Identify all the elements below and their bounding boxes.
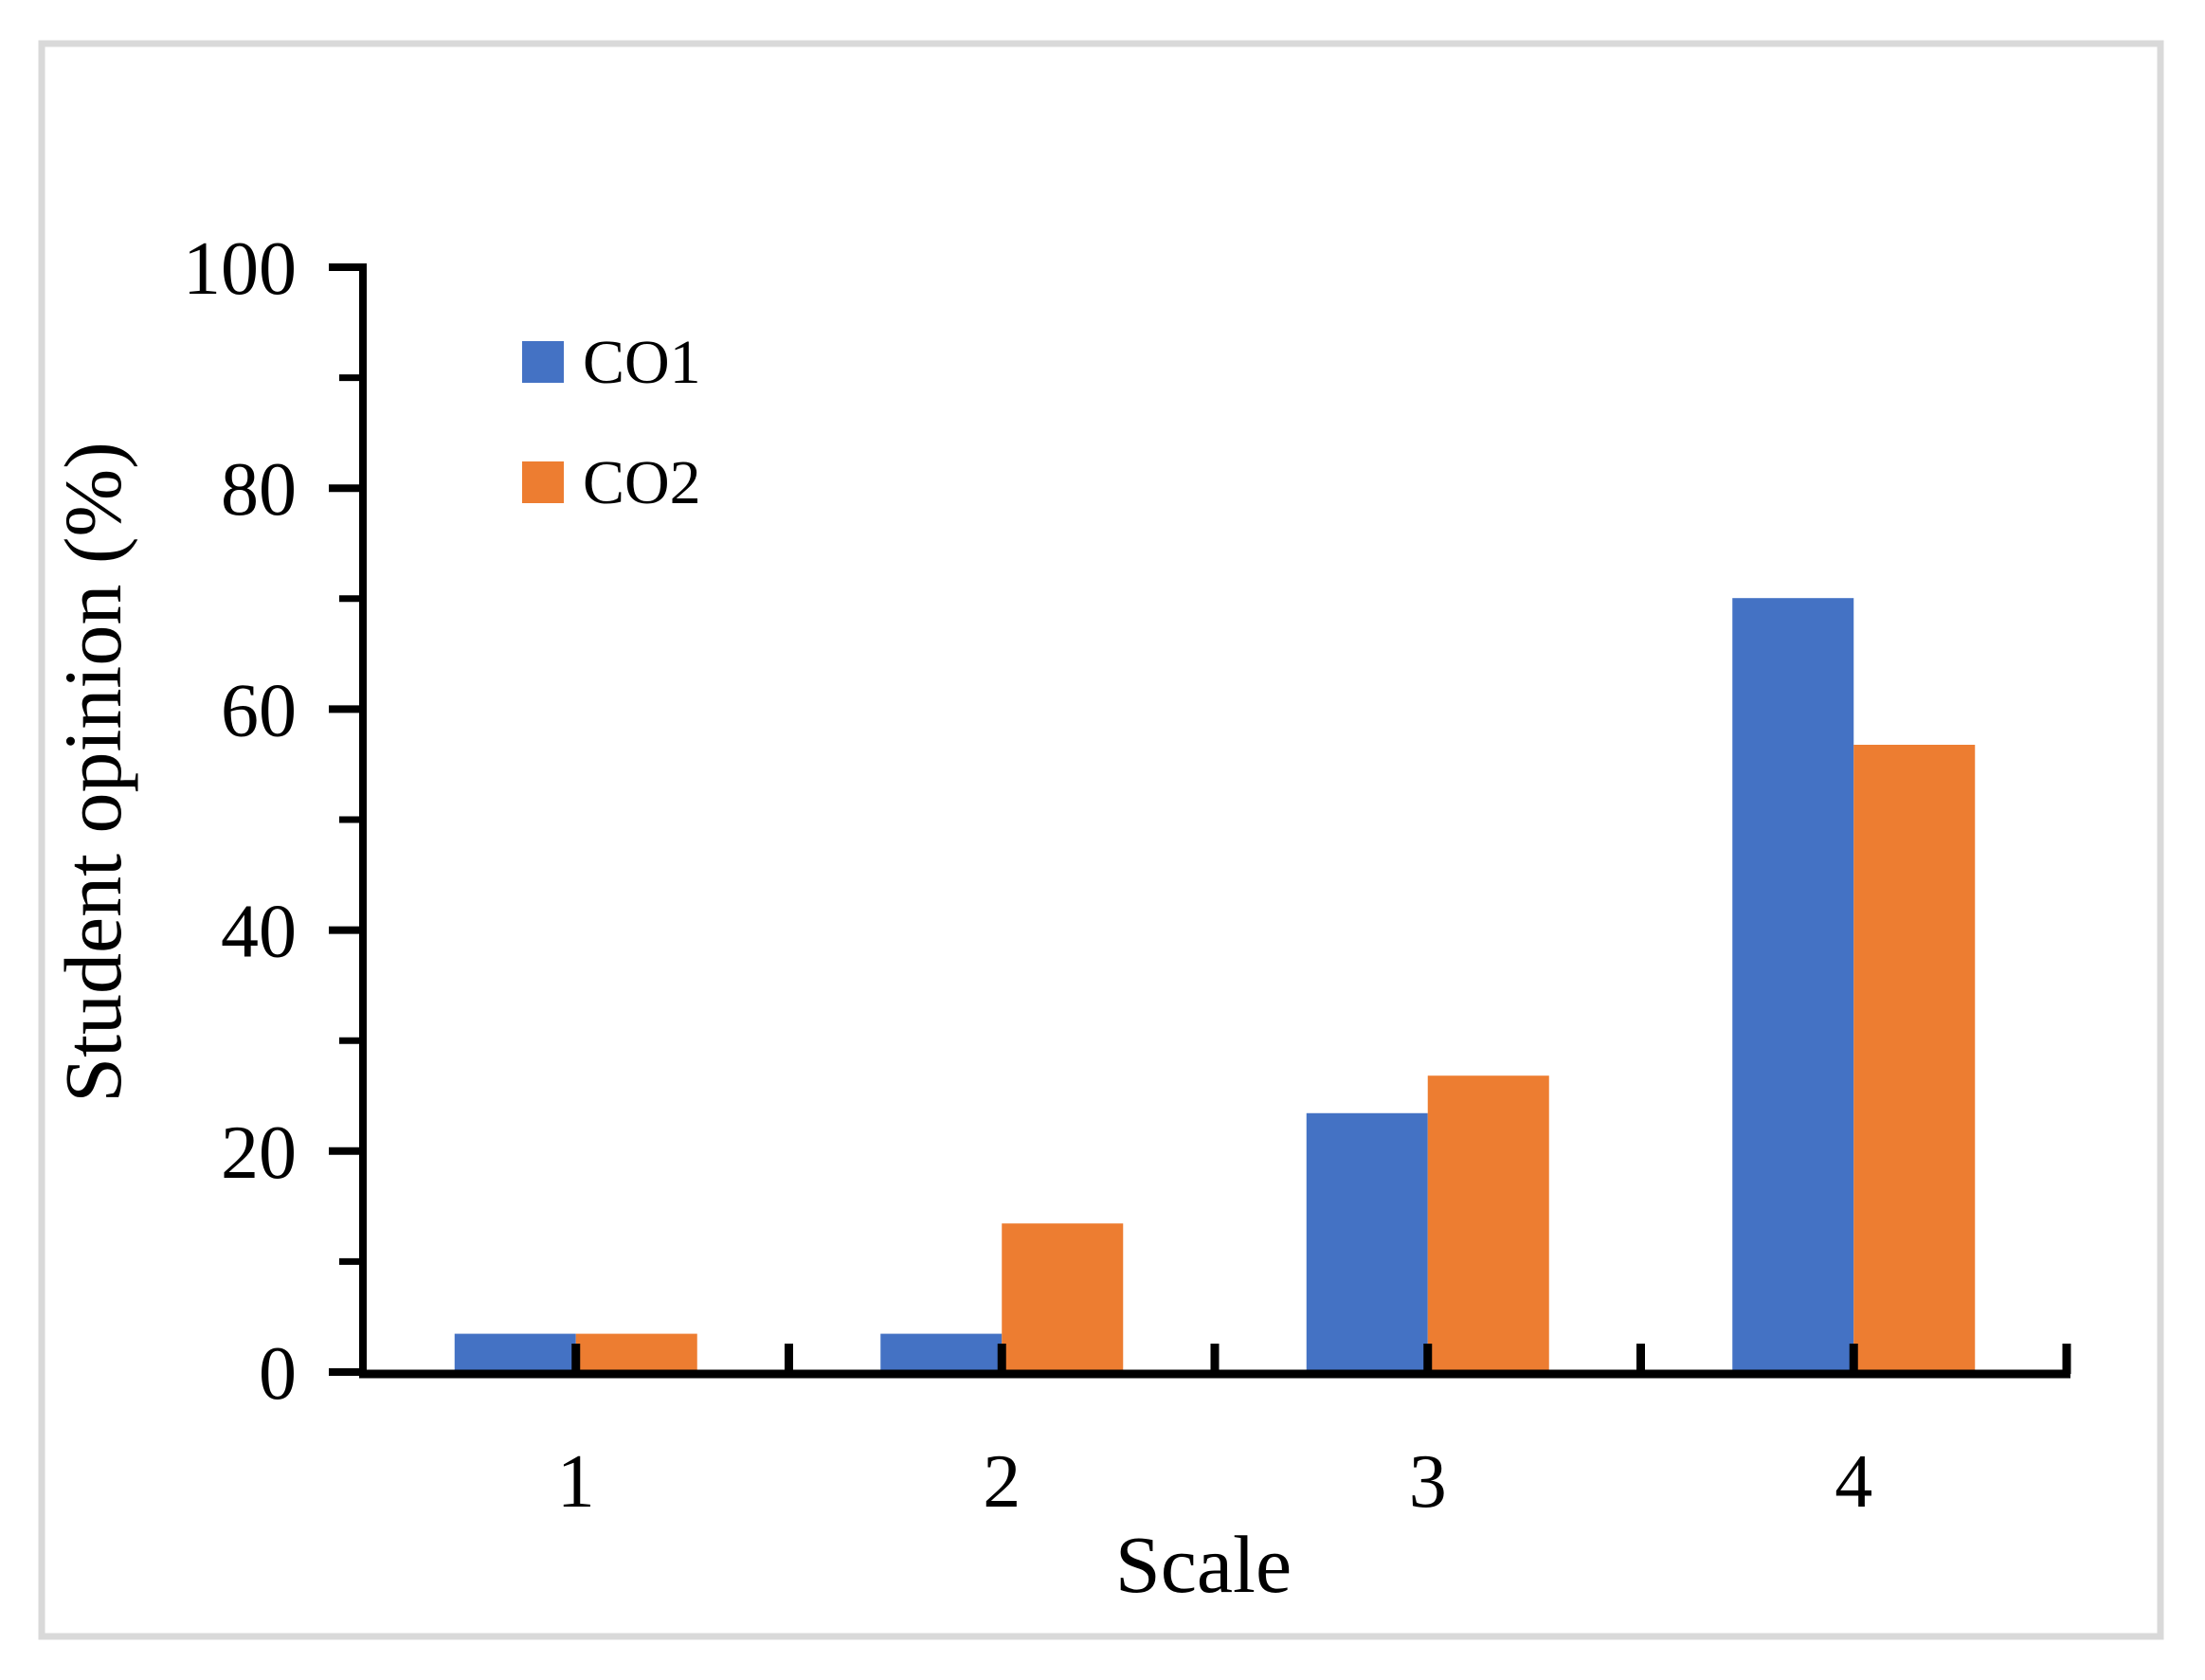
x-axis-title: Scale xyxy=(1115,1519,1292,1610)
tick-labels-group: 0 20 40 60 80 100 1 2 3 4 xyxy=(183,227,1872,1524)
y-tick-label-60: 60 xyxy=(221,669,297,752)
bar-co2-scale-4 xyxy=(1853,745,1976,1370)
bar-co2-scale-3 xyxy=(1427,1075,1549,1370)
y-tick-label-100: 100 xyxy=(183,227,297,311)
bar-co2-scale-2 xyxy=(1002,1223,1124,1370)
ticks-group xyxy=(329,263,2071,1376)
x-tick-label-3: 3 xyxy=(1409,1440,1447,1524)
legend-swatch-co1 xyxy=(522,341,564,383)
x-tick-label-4: 4 xyxy=(1834,1440,1872,1524)
x-tick-label-2: 2 xyxy=(983,1440,1021,1524)
bars-group xyxy=(454,598,1976,1370)
bar-co1-scale-1 xyxy=(454,1333,576,1370)
axes-group xyxy=(359,263,2070,1379)
legend-swatch-co2 xyxy=(522,461,564,503)
y-tick-label-80: 80 xyxy=(221,448,297,532)
figure-border xyxy=(38,40,2164,1640)
bar-co1-scale-2 xyxy=(880,1333,1003,1370)
bar-co1-scale-4 xyxy=(1732,598,1854,1370)
y-tick-label-20: 20 xyxy=(221,1111,297,1195)
x-tick-label-1: 1 xyxy=(557,1440,595,1524)
legend: CO1 CO2 xyxy=(522,328,701,517)
bar-co2-scale-1 xyxy=(575,1333,697,1370)
legend-label-co1: CO1 xyxy=(583,328,701,397)
bar-co1-scale-3 xyxy=(1306,1112,1428,1370)
y-axis-title: Student opinion (%) xyxy=(47,442,138,1103)
y-tick-label-40: 40 xyxy=(221,891,297,974)
y-tick-label-0: 0 xyxy=(259,1332,297,1416)
legend-label-co2: CO2 xyxy=(583,448,701,517)
